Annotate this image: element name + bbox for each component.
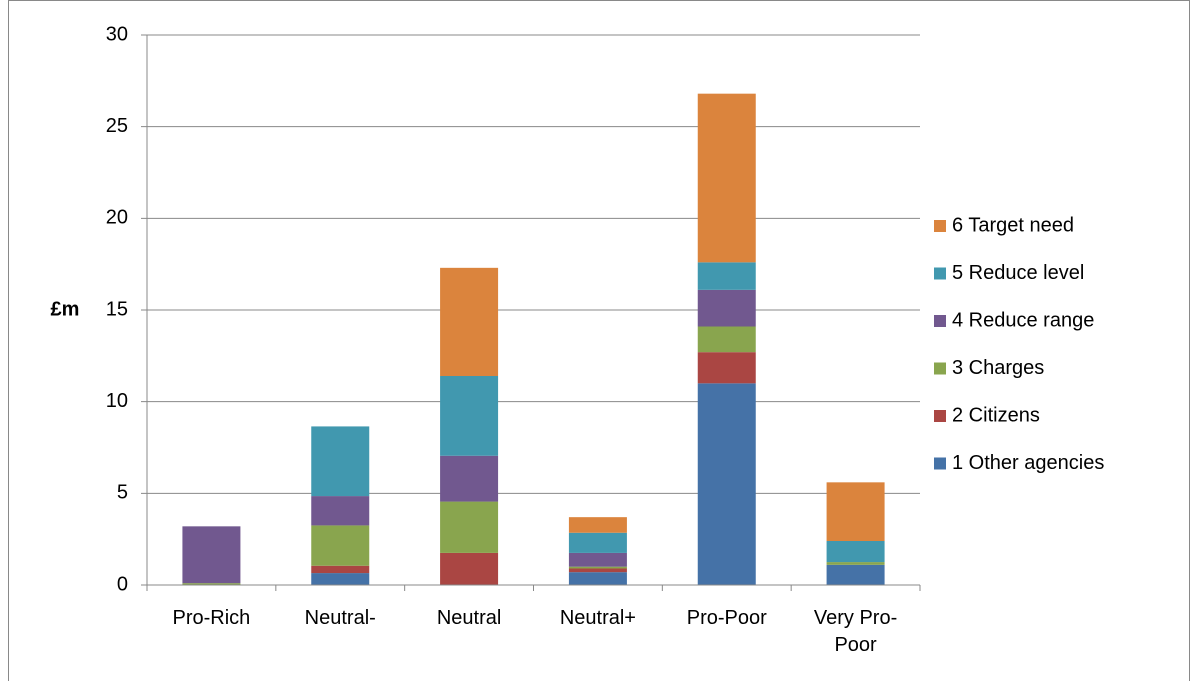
y-tick-label: 20 — [106, 207, 128, 229]
legend-label: 3 Charges — [952, 357, 1044, 379]
bar-segment — [440, 267, 499, 376]
y-tick-label: 5 — [117, 482, 128, 504]
legend-swatch — [934, 457, 946, 470]
y-axis-label: £m — [51, 298, 80, 320]
bar-segment — [311, 525, 370, 566]
bar-segment — [826, 564, 885, 585]
legend-swatch — [934, 410, 946, 422]
bar-segment — [182, 526, 241, 584]
bar-segment — [440, 455, 499, 502]
legend-swatch — [934, 362, 946, 375]
bar-segment — [697, 262, 756, 290]
x-tick-label: Neutral+ — [559, 607, 636, 629]
bar-segment — [568, 532, 627, 553]
bar-segment — [697, 383, 756, 585]
bar-segment — [568, 517, 627, 533]
bar-segment — [311, 496, 370, 526]
x-tick-label: Neutral — [436, 607, 502, 629]
bar-segment — [182, 583, 241, 585]
bar-segment — [568, 552, 627, 567]
y-tick-label: 30 — [106, 23, 128, 45]
legend-swatch — [934, 267, 946, 280]
x-tick-label: Pro-Rich — [172, 607, 251, 629]
legend-label: 6 Target need — [952, 214, 1074, 236]
x-tick-label: Very Pro-Poor — [813, 607, 898, 656]
bar-segment — [440, 552, 499, 585]
bar-segment — [826, 482, 885, 541]
bar-segment — [311, 426, 370, 497]
bar-segment — [697, 289, 756, 327]
y-tick-label: 25 — [106, 115, 128, 137]
x-tick-label: Neutral- — [304, 607, 376, 629]
bar-segment — [440, 501, 499, 553]
bar-segment — [697, 326, 756, 353]
legend-label: 1 Other agencies — [952, 452, 1104, 474]
legend-label: 5 Reduce level — [952, 262, 1084, 284]
bar-segment — [568, 568, 627, 573]
chart-frame — [8, 0, 1190, 681]
bar-segment — [311, 573, 370, 585]
legend-swatch — [934, 315, 946, 327]
y-tick-label: 0 — [117, 573, 128, 595]
bar-segment — [697, 93, 756, 263]
bar-segment — [697, 352, 756, 384]
legend-label: 4 Reduce range — [952, 309, 1094, 331]
x-tick-label: Pro-Poor — [686, 607, 767, 629]
bar-segment — [568, 572, 627, 585]
bar-segment — [826, 562, 885, 565]
bar-segment — [826, 541, 885, 563]
y-tick-label: 10 — [106, 390, 128, 412]
bar-segment — [311, 565, 370, 574]
bar-segment — [440, 376, 499, 456]
legend-swatch — [934, 220, 946, 232]
y-tick-label: 15 — [106, 298, 128, 320]
legend-label: 2 Citizens — [952, 404, 1040, 426]
bar-segment — [568, 566, 627, 569]
